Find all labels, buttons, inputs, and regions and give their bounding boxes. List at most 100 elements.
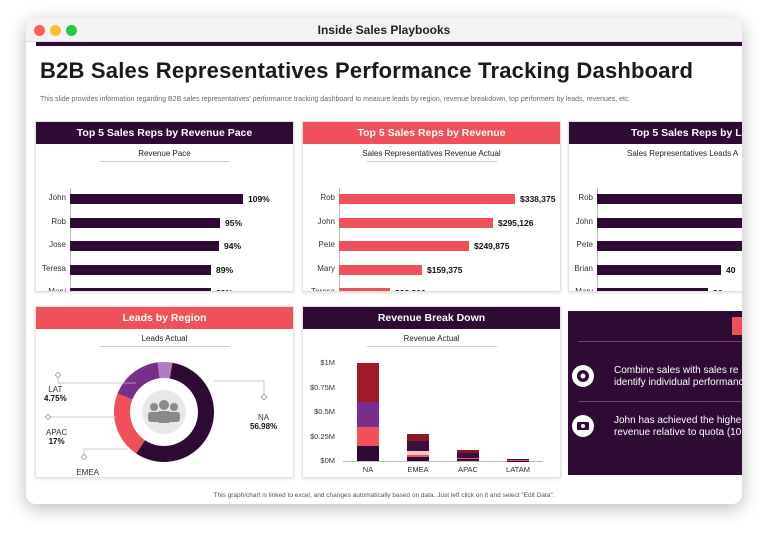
- breakdown-y-tick-label: $0.75M: [309, 382, 335, 392]
- breakdown-bar-segment: [457, 459, 479, 461]
- breakdown-legend-line: [366, 346, 497, 347]
- breakdown-bar-segment: [407, 433, 429, 442]
- region-leader-marker: [44, 413, 52, 421]
- region-slice-na[interactable]: [136, 362, 215, 462]
- breakdown-x-tick-label: APAC: [458, 465, 478, 474]
- region-label-value: 21.69%: [74, 477, 101, 478]
- chart1-category-label: John: [317, 216, 335, 226]
- maximize-window-button[interactable]: [66, 25, 77, 36]
- insight-text-2a: John has achieved the highe: [614, 415, 742, 426]
- chart1-bar: [339, 288, 390, 291]
- revenue-panel-title: Top 5 Sales Reps by Revenue: [303, 122, 560, 144]
- breakdown-x-tick-label: LATAM: [506, 465, 530, 474]
- page-title: B2B Sales Representatives Performance Tr…: [40, 58, 694, 83]
- leads-legend: Sales Representatives Leads A: [627, 149, 739, 158]
- breakdown-bar-segment: [457, 453, 479, 459]
- pace-legend-line: [99, 161, 230, 162]
- chart1-value-label: $295,126: [498, 217, 534, 228]
- region-leader-line: [214, 380, 265, 397]
- insight-text-1b: identify individual performanc: [614, 377, 742, 388]
- gear-team-icon: [572, 365, 594, 387]
- breakdown-y-tick-label: $0.5M: [314, 407, 335, 416]
- leads-panel[interactable]: Top 5 Sales Reps by Le Sales Representat…: [568, 121, 742, 292]
- insights-accent-tab: [732, 317, 742, 335]
- region-label-emea: EMEA21.69%: [74, 468, 101, 478]
- chart1-category-label: Mary: [317, 263, 335, 273]
- chart1-bar: [339, 241, 469, 251]
- chart0-value-label: 95%: [225, 217, 243, 228]
- chart1-bar: [339, 217, 493, 228]
- insight-text-2b: revenue relative to quota (10: [614, 427, 742, 438]
- chart2-bar: [597, 217, 742, 228]
- chart2-category-label: Rob: [578, 193, 593, 202]
- chart2-category-label: Mary: [575, 287, 593, 292]
- revenue-legend: Sales Representatives Revenue Actual: [362, 149, 501, 158]
- breakdown-y-tick-label: $0M: [320, 456, 335, 465]
- insight-row-1: Combine sales with sales re identify ind…: [568, 361, 742, 391]
- region-label-value: 17%: [48, 437, 65, 446]
- people-icon: [142, 390, 186, 434]
- region-label-apac: APAC 17%: [46, 428, 67, 446]
- chart1-bar: [339, 264, 422, 275]
- app-window: Inside Sales Playbooks B2B Sales Represe…: [26, 18, 742, 504]
- chart0-value-label: 94%: [224, 241, 242, 251]
- window-title: Inside Sales Playbooks: [317, 23, 451, 37]
- chart0-category-label: Jose: [49, 240, 66, 249]
- region-panel[interactable]: Leads by Region Leads Actual NA 56.98% EME…: [35, 306, 294, 478]
- region-leader-marker: [54, 371, 62, 379]
- region-leader-line: [83, 448, 128, 457]
- region-donut-svg: [44, 362, 268, 462]
- breakdown-panel-title: Revenue Break Down: [303, 307, 560, 329]
- breakdown-x-tick-label: EMEA: [407, 465, 429, 474]
- breakdown-bar-segment: [457, 450, 479, 454]
- breakdown-bar-segment: [407, 441, 429, 452]
- chart1-value-label: $249,875: [474, 241, 510, 251]
- region-label-lat: LAT 4.75%: [44, 385, 67, 403]
- region-legend: Leads Actual: [141, 334, 188, 343]
- chart1-value-label: $338,375: [520, 194, 556, 204]
- footer-note: This graph/chart is linked to excel, and…: [213, 492, 555, 499]
- breakdown-bar-segment: [357, 446, 379, 461]
- region-leader-marker: [260, 393, 268, 401]
- chart2-bar: [597, 241, 742, 251]
- chart2-bar: [597, 288, 708, 291]
- chart1-value-label: $159,375: [427, 264, 463, 275]
- region-slice-emea[interactable]: [114, 393, 146, 454]
- pace-panel-title: Top 5 Sales Reps by Revenue Pace: [36, 122, 293, 144]
- header-accent-bar: [36, 42, 742, 46]
- chart2-bar: [597, 194, 742, 204]
- revenue-legend-line: [366, 161, 497, 162]
- revenue-panel[interactable]: Top 5 Sales Reps by Revenue Sales Repres…: [302, 121, 561, 292]
- chart0-bar: [70, 288, 211, 291]
- chart0-value-label: 89%: [216, 288, 233, 291]
- breakdown-bar-segment: [407, 455, 429, 458]
- insight-text-1a: Combine sales with sales re: [614, 365, 739, 376]
- chart0-axis: [70, 188, 71, 291]
- region-slice-apac[interactable]: [117, 362, 160, 400]
- close-window-button[interactable]: [34, 25, 45, 36]
- pace-legend: Revenue Pace: [138, 149, 191, 158]
- breakdown-bar-segment: [357, 363, 379, 403]
- region-label-name: EMEA: [76, 468, 99, 477]
- breakdown-legend: Revenue Actual: [403, 334, 460, 343]
- minimize-window-button[interactable]: [50, 25, 61, 36]
- region-label-value: 56.98%: [250, 422, 278, 431]
- breakdown-bar-segment: [457, 458, 479, 460]
- breakdown-panel[interactable]: Revenue Break Down Revenue Actual $0M $0.…: [302, 306, 561, 478]
- chart0-category-label: Rob: [51, 216, 66, 226]
- chart1-bar: [339, 194, 515, 204]
- chart0-category-label: Teresa: [41, 263, 66, 273]
- region-label-na: NA 56.98%: [250, 413, 277, 431]
- region-leader-marker: [80, 453, 88, 461]
- money-icon: [572, 415, 594, 437]
- chart0-bar: [70, 241, 219, 251]
- page-subtitle: This slide provides information regardin…: [40, 96, 631, 103]
- leads-panel-title: Top 5 Sales Reps by Le: [569, 122, 742, 144]
- region-slice-lat[interactable]: [157, 362, 173, 379]
- breakdown-bar-segment: [407, 457, 429, 461]
- chart0-category-label: Mary: [48, 287, 66, 292]
- region-label-name: APAC: [46, 428, 68, 437]
- insights-divider-mid: [578, 401, 742, 402]
- chart2-category-label: Brian: [574, 263, 593, 273]
- pace-panel[interactable]: Top 5 Sales Reps by Revenue Pace Revenue…: [35, 121, 294, 292]
